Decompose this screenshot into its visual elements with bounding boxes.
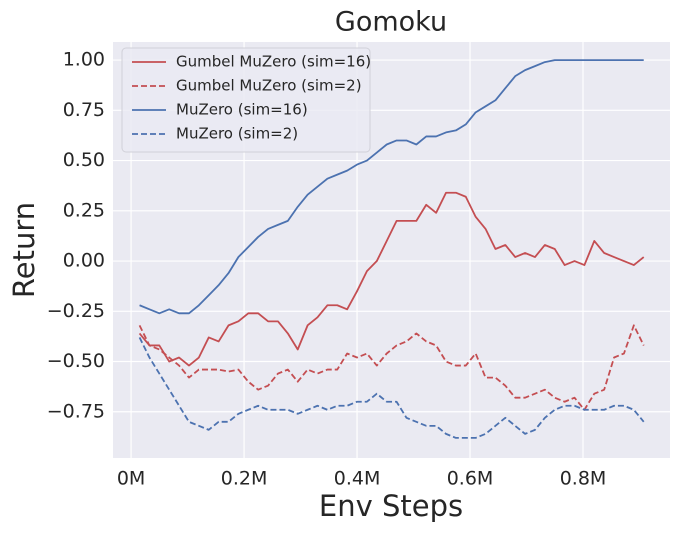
legend-box	[121, 47, 371, 153]
y-tick-label: −0.75	[47, 400, 105, 422]
legend-label: MuZero (sim=2)	[176, 125, 298, 143]
series-line	[138, 337, 645, 439]
series-line	[139, 59, 644, 315]
y-tick-label: 0.75	[63, 99, 105, 121]
legend-label: Gumbel MuZero (sim=2)	[176, 77, 362, 95]
y-axis-label: Return	[7, 202, 41, 298]
x-tick-label: 0M	[117, 468, 145, 490]
x-tick-label: 0.4M	[334, 468, 381, 490]
y-tick-label: 0.00	[63, 250, 105, 272]
chart-title: Gomoku	[335, 7, 447, 38]
y-tick-label: 0.50	[63, 149, 105, 171]
legend-label: Gumbel MuZero (sim=16)	[176, 53, 371, 71]
series-line	[138, 191, 645, 367]
x-tick-label: 0.8M	[560, 468, 607, 490]
legend-label: MuZero (sim=16)	[176, 101, 308, 119]
x-axis-label: Env Steps	[319, 489, 463, 523]
y-tick-label: 0.25	[63, 199, 105, 221]
x-tick-label: 0.6M	[447, 468, 494, 490]
y-tick-label: −0.50	[47, 350, 105, 372]
y-tick-label: −0.25	[47, 300, 105, 322]
y-tick-label: 1.00	[63, 49, 105, 71]
series-line	[138, 324, 645, 411]
x-tick-label: 0.2M	[221, 468, 268, 490]
